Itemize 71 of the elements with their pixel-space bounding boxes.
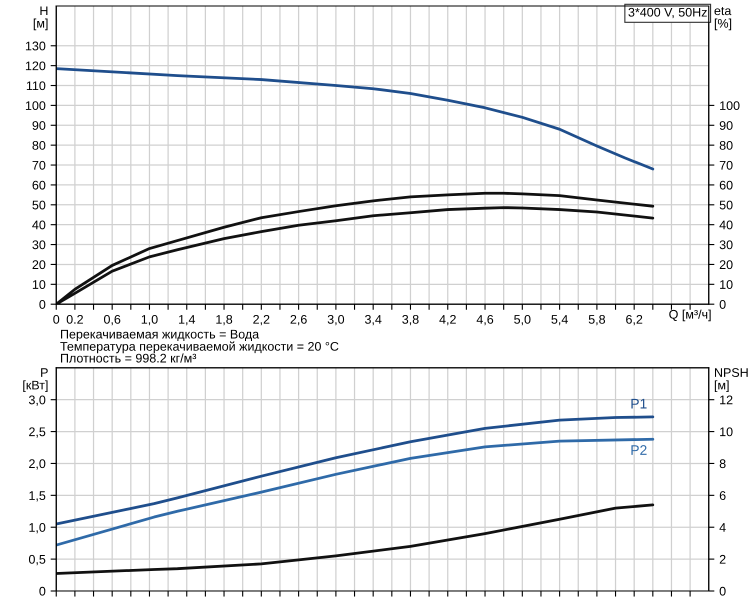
line-series [56,504,654,575]
y-tick-label: 80 [32,140,46,150]
x-tick-label: 3,8 [402,314,419,326]
y-axis-title: H [м] [34,6,48,30]
y-tick-label: 130 [26,42,46,50]
y2-tick-label: 6 [720,491,726,500]
x-tick-label: 1,8 [216,314,232,326]
y2-tick-label: 80 [720,140,733,150]
y-tick-label: 0,5 [28,554,46,566]
y-tick-label: 0 [39,300,46,309]
text: Температура перекачиваемой жидкости = 20 °C [60,341,338,354]
text: Перекачиваемая жидкость = Вода [61,330,260,342]
text: Плотность = 998.2 кг/м³ [61,353,196,363]
x-tick-label: 5,8 [588,314,606,326]
line-series [56,416,654,526]
x-tick-label: 0,6 [104,314,120,326]
y2-tick-label: 60 [720,180,733,190]
y-tick-label: 3,0 [28,395,46,406]
y-tick-label: 20 [32,260,46,270]
y2-tick-label: 30 [720,240,733,250]
y-tick-label: 90 [32,121,46,130]
y2-tick-label: 40 [719,220,733,230]
y2-axis-title: NPSH [м] [714,368,748,392]
y2-tick-label: 0 [720,300,726,309]
y2-tick-label: 0 [720,586,726,596]
y2-tick-label: 4 [719,523,726,532]
series-label: P2 [631,445,647,455]
x-tick-label: 3,4 [364,314,382,326]
x-tick-label: 4,6 [476,314,494,326]
x-tick-label: 4,2 [439,314,456,326]
y2-tick-label: 12 [720,395,732,404]
x-tick-label: 5,0 [514,314,531,326]
x-tick-label: 3,0 [328,314,344,326]
y2-tick-label: 8 [720,459,726,468]
x-tick-label: 0.2 [66,314,83,324]
y-tick-label: 30 [32,240,46,250]
y2-tick-label: 10 [720,427,733,436]
y-tick-label: 10 [32,280,46,289]
line-series [56,67,654,170]
y2-tick-label: 70 [720,160,733,170]
y-tick-label: 2,0 [29,459,46,470]
y2-tick-label: 2 [720,554,726,564]
y-axis-title: P [кВт] [23,368,48,392]
x-tick-label: 5,4 [551,315,568,326]
x-tick-label: 2,6 [290,314,307,326]
line-series [56,438,654,546]
y-tick-label: 0 [39,586,46,596]
y2-tick-label: 10 [720,280,733,289]
x-tick-label: 1,4 [179,315,196,326]
x-tick-label: 6,2 [626,314,642,326]
y-tick-label: 100 [26,101,46,110]
x-tick-label: 2,2 [253,314,270,326]
y-tick-label: 120 [26,61,46,70]
y-tick-label: 110 [26,81,46,90]
y2-axis-title: eta [%] [714,6,732,30]
series-label: P1 [631,398,647,408]
x-tick-label: 0 [53,314,60,324]
y2-tick-label: 90 [720,121,733,130]
y-tick-label: 1,5 [29,491,46,502]
y-tick-label: 2,5 [29,427,46,438]
y-tick-label: 70 [32,160,46,170]
x-tick-label: 1,0 [142,314,158,326]
y2-tick-label: 20 [720,260,733,270]
y2-tick-label: 50 [720,200,733,210]
chart-subtitle: 3*400 V, 50Hz [628,8,707,18]
x-axis-title: Q [м³/ч] [669,310,711,322]
y-tick-label: 50 [32,200,46,210]
y-tick-label: 40 [32,220,46,230]
y2-tick-label: 100 [720,101,740,110]
y-tick-label: 60 [32,180,46,190]
y-tick-label: 1,0 [29,523,46,534]
